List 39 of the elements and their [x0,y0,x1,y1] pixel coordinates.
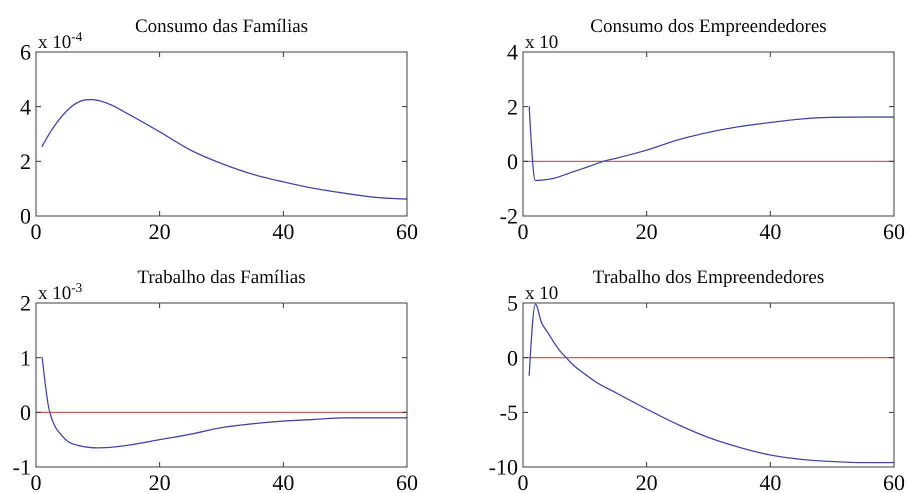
x-tick-label: 20 [636,470,658,493]
annotation: x 10 [525,32,558,53]
x-tick-label: 60 [883,470,905,493]
y-tick-label: 5 [507,290,518,316]
x-tick-label: 60 [396,470,418,493]
line-series [528,106,895,182]
y-tick-label: 4 [20,94,31,120]
y-tick-label: 2 [507,94,518,120]
annotation: x 10$^{-3}$ [38,280,83,304]
line-series [528,303,895,464]
y-tick-label: 1 [20,345,31,370]
chart-title: Consumo dos Empreendedores [590,16,827,37]
x-tick-label: 40 [272,470,294,493]
y-tick-label: -1 [12,454,31,480]
x-tick-label: 20 [636,219,658,244]
chart-title: Consumo das Famílias [134,16,308,37]
y-tick-label: 0 [507,345,518,370]
x-tick-label: 40 [759,219,782,244]
line-series [42,98,408,200]
x-tick-label: 20 [148,219,171,244]
x-tick-label: 20 [148,470,171,493]
chart-title: Trabalho dos Empreendedores [592,267,824,288]
annotation: x 10 [525,283,558,304]
x-tick-label: 40 [272,219,294,244]
x-tick-label: 40 [759,470,782,493]
x-tick-label: 60 [396,219,418,244]
annotation: x 10$^{-4}$ [38,28,83,53]
x-tick-label: 60 [883,219,905,244]
y-tick-label: 6 [20,40,31,65]
y-tick-label: 2 [20,290,31,316]
y-tick-label: -2 [500,204,518,229]
y-tick-label: -10 [488,454,518,480]
y-tick-label: 0 [20,400,31,426]
y-tick-label: 4 [507,40,518,65]
chart-title: Trabalho das Famílias [137,267,306,288]
y-tick-label: 0 [507,149,518,174]
y-tick-label: -5 [500,400,518,426]
y-tick-label: 2 [20,149,31,174]
line-series [42,357,408,449]
